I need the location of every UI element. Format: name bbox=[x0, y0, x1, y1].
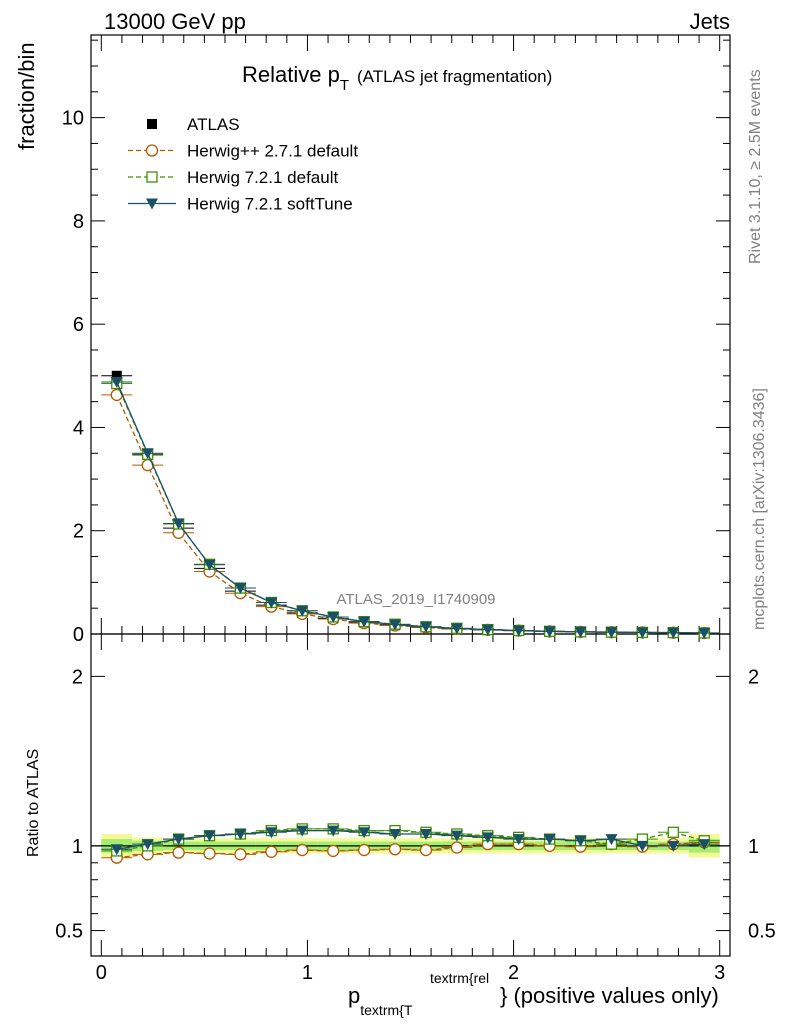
ratio-point bbox=[636, 840, 649, 852]
main-point bbox=[512, 625, 525, 637]
main-point bbox=[358, 616, 371, 628]
legend-label: Herwig++ 2.7.1 default bbox=[187, 142, 358, 161]
ratio-point bbox=[296, 825, 309, 837]
ratio-point bbox=[234, 848, 247, 861]
legend-marker bbox=[146, 171, 158, 183]
ratio-point bbox=[203, 847, 216, 860]
ratio-point bbox=[605, 834, 618, 846]
ratio-point bbox=[450, 841, 464, 854]
ratio-point bbox=[481, 832, 494, 844]
ratio-point bbox=[667, 840, 680, 852]
ratio-ytick-label-left: 1 bbox=[72, 836, 83, 858]
main-point bbox=[111, 370, 122, 381]
ratio-point bbox=[203, 830, 216, 842]
legend-marker bbox=[147, 119, 157, 129]
legend-marker bbox=[146, 198, 158, 210]
legend-marker bbox=[145, 144, 159, 157]
legend: ATLAS Herwig++ 2.7.1 default Herwig 7.2.1 … bbox=[128, 115, 358, 214]
ratio-point bbox=[667, 826, 679, 838]
ratio-point bbox=[265, 845, 278, 858]
ratio-point bbox=[419, 828, 432, 840]
ratio-point bbox=[450, 830, 463, 842]
main-ytick-label: 10 bbox=[62, 108, 84, 130]
ratio-xtick-label: 3 bbox=[714, 962, 725, 984]
ratio-ylabel: Ratio to ATLAS bbox=[25, 749, 42, 857]
main-ytick-label: 8 bbox=[73, 211, 84, 233]
ratio-point bbox=[327, 844, 340, 858]
ratio-point bbox=[543, 834, 556, 846]
main-point bbox=[203, 559, 216, 571]
ratio-point bbox=[172, 834, 185, 846]
ratio-ytick-label-right: 2 bbox=[748, 666, 759, 688]
legend-label: Herwig 7.2.1 default bbox=[187, 168, 338, 187]
ratio-point bbox=[172, 846, 185, 859]
ratio-point bbox=[512, 834, 525, 846]
ratio-ytick-label-right: 1 bbox=[748, 836, 759, 858]
ratio-point bbox=[296, 843, 309, 857]
xlabel-superscript: textrm{rel bbox=[430, 970, 489, 986]
main-point bbox=[172, 518, 185, 530]
ratio-point bbox=[389, 828, 402, 840]
main-series bbox=[101, 370, 720, 640]
main-title: Relative pT (ATLAS jet fragmentation) bbox=[242, 62, 552, 94]
main-point bbox=[141, 448, 154, 460]
ratio-ytick-label-right: 0.5 bbox=[748, 921, 776, 943]
xlabel-tail: } (positive values only) bbox=[500, 983, 719, 1008]
main-point bbox=[419, 621, 432, 633]
ratio-xlabel: ptextrm{T textrm{rel } (positive values on… bbox=[348, 970, 719, 1018]
ratio-point bbox=[574, 835, 587, 847]
ratio-series bbox=[101, 823, 720, 864]
ratio-axes: 0.5 0.5 1 1 2 2 0 1 2 3 bbox=[55, 633, 776, 984]
main-point bbox=[265, 597, 278, 609]
main-title-extra: (ATLAS jet fragmentation) bbox=[357, 67, 552, 86]
main-point bbox=[481, 624, 494, 636]
main-point bbox=[667, 627, 680, 639]
ratio-point bbox=[388, 843, 402, 856]
ratio-xtick-label: 1 bbox=[302, 962, 313, 984]
main-point bbox=[636, 627, 649, 639]
main-point bbox=[327, 611, 340, 623]
ratio-frame bbox=[90, 633, 731, 957]
analysis-watermark: ATLAS_2019_I1740909 bbox=[336, 591, 495, 608]
ratio-point bbox=[358, 827, 371, 839]
header-left: 13000 GeV pp bbox=[104, 9, 246, 34]
main-point bbox=[110, 377, 123, 389]
main-ytick-label: 2 bbox=[73, 521, 84, 543]
rivet-label: Rivet 3.1.10, ≥ 2.5M events bbox=[747, 69, 764, 264]
ratio-ytick-label-left: 0.5 bbox=[55, 921, 83, 943]
main-title-text: Relative p bbox=[242, 62, 340, 87]
main-point bbox=[234, 583, 247, 595]
ratio-point bbox=[110, 844, 123, 856]
xlabel-main: p bbox=[348, 983, 360, 1008]
ratio-point bbox=[419, 843, 433, 857]
main-point bbox=[574, 626, 587, 638]
main-ytick-label: 6 bbox=[73, 314, 84, 336]
ratio-xtick-label: 2 bbox=[508, 962, 519, 984]
ratio-point bbox=[141, 839, 154, 851]
mcplots-label: mcplots.cern.ch [arXiv:1306.3436] bbox=[751, 388, 768, 630]
main-ylabel: fraction/bin bbox=[14, 42, 39, 150]
main-point bbox=[450, 623, 463, 635]
main-ytick-label: 4 bbox=[73, 417, 84, 439]
legend-label: ATLAS bbox=[187, 115, 240, 134]
main-axes: 0 2 4 6 8 10 bbox=[62, 34, 731, 646]
ratio-point bbox=[327, 825, 340, 837]
header-right: Jets bbox=[690, 9, 730, 34]
main-title-subscript: T bbox=[340, 77, 349, 94]
main-point bbox=[296, 605, 309, 617]
ratio-point bbox=[698, 839, 711, 851]
main-point bbox=[605, 627, 618, 639]
main-ytick-label: 0 bbox=[73, 624, 84, 646]
ratio-xtick-label: 0 bbox=[96, 962, 107, 984]
xlabel-subscript: textrm{T bbox=[360, 1002, 413, 1018]
ratio-point bbox=[357, 843, 371, 857]
ratio-point bbox=[234, 828, 247, 840]
main-point bbox=[543, 626, 556, 638]
legend-label: Herwig 7.2.1 softTune bbox=[187, 195, 353, 214]
main-point bbox=[698, 627, 711, 639]
ratio-point bbox=[265, 827, 278, 839]
ratio-ytick-label-left: 2 bbox=[72, 666, 83, 688]
main-point bbox=[389, 619, 402, 631]
